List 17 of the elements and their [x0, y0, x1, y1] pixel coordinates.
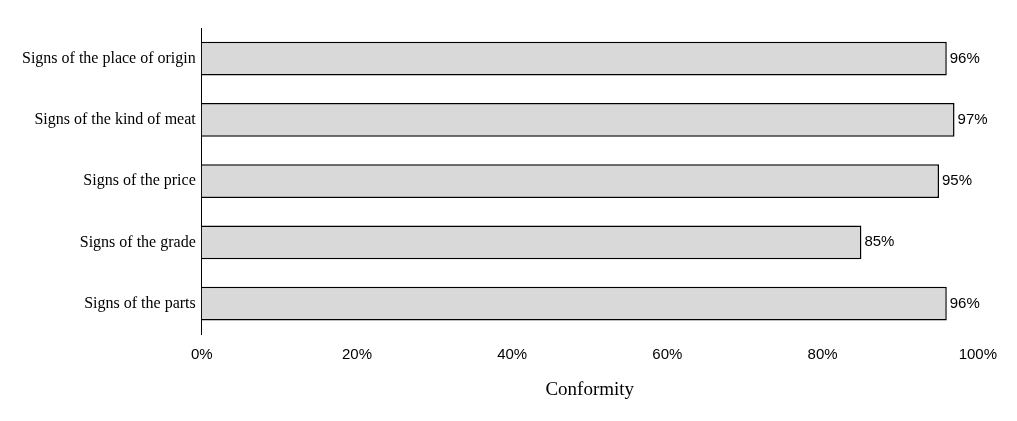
- y-tick-label: Signs of the grade: [79, 232, 196, 251]
- data-label: 97%: [957, 110, 988, 127]
- y-tick-label: Signs of the kind of meat: [34, 110, 197, 129]
- y-tick-label: Signs of the place of origin: [21, 48, 196, 67]
- x-tick-label: 100%: [958, 345, 998, 363]
- x-tick-label: 0%: [190, 345, 213, 363]
- x-axis-title: Conformity: [545, 377, 635, 399]
- x-tick-label: 20%: [341, 345, 372, 363]
- x-tick-label: 40%: [497, 345, 528, 363]
- y-tick-label: Signs of the parts: [84, 293, 196, 312]
- x-tick-label: 80%: [807, 345, 838, 363]
- data-label: 96%: [949, 48, 980, 66]
- x-tick-label: 60%: [652, 345, 683, 363]
- y-tick-label: Signs of the price: [83, 171, 196, 190]
- data-label: 95%: [942, 171, 973, 189]
- data-label: 96%: [949, 293, 980, 311]
- data-label: 85%: [864, 232, 895, 250]
